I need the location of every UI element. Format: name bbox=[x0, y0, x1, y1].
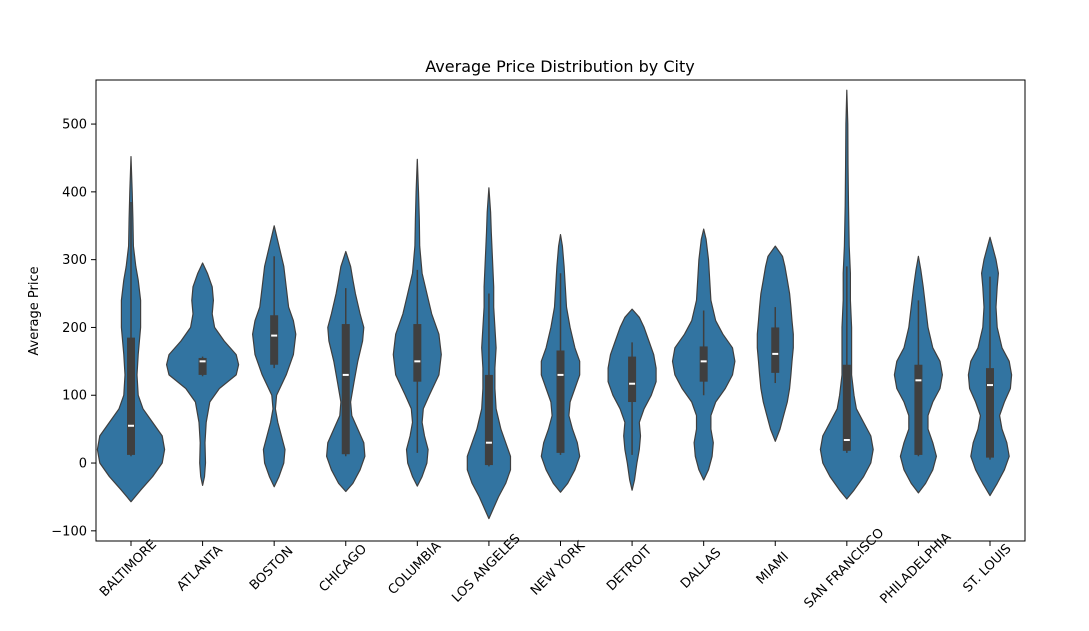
y-tick-label: 400 bbox=[62, 185, 87, 200]
violins-layer bbox=[96, 89, 1013, 520]
y-tick-label: 100 bbox=[62, 389, 87, 404]
violin-iqr-box bbox=[198, 357, 207, 375]
y-tick-label: −100 bbox=[51, 524, 87, 539]
violin-iqr-box bbox=[914, 364, 923, 455]
violin-iqr-box bbox=[699, 346, 708, 382]
chart-title: Average Price Distribution by City bbox=[425, 57, 694, 76]
y-tick-label: 500 bbox=[62, 118, 87, 133]
y-tick-label: 300 bbox=[62, 253, 87, 268]
violin-iqr-box bbox=[986, 368, 994, 458]
violin-iqr-box bbox=[771, 327, 780, 373]
violin-iqr-box bbox=[842, 364, 851, 451]
violin-iqr-box bbox=[270, 315, 279, 365]
y-tick-label: 0 bbox=[79, 457, 87, 472]
y-tick-label: 200 bbox=[62, 321, 87, 336]
violin-iqr-box bbox=[556, 350, 565, 453]
y-axis: −100 0 100 200 300 400 500 bbox=[51, 118, 96, 539]
violin-iqr-box bbox=[127, 337, 135, 455]
violin-iqr-box bbox=[628, 356, 637, 403]
violin-iqr-box bbox=[341, 324, 350, 455]
violin-iqr-box bbox=[413, 324, 422, 382]
violin-iqr-box bbox=[484, 374, 493, 466]
y-axis-label: Average Price bbox=[27, 266, 42, 355]
